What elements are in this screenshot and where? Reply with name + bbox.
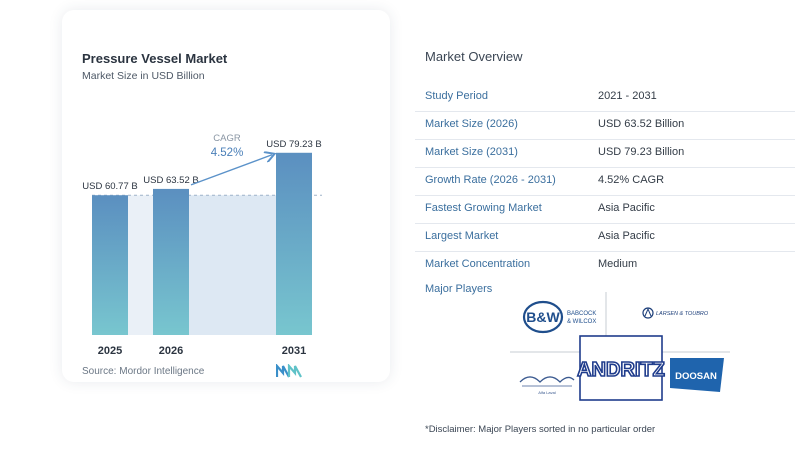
- bw-mark: B&W: [526, 309, 560, 325]
- overview-row: Market Concentration Medium: [415, 252, 795, 279]
- alfa-name: Alfa Laval: [538, 390, 556, 395]
- babcock-wilcox-logo: B&W BABCOCK & WILCOX: [522, 300, 596, 334]
- overview-row: Study Period 2021 - 2031: [415, 84, 795, 112]
- overview-value: 2021 - 2031: [598, 90, 657, 102]
- overview-label: Market Size (2031): [425, 146, 518, 158]
- doosan-logo: DOOSAN: [670, 358, 724, 392]
- x-tick-2031: 2031: [282, 345, 306, 357]
- cagr-arrow: [190, 155, 272, 186]
- value-label-2031: USD 79.23 B: [266, 139, 321, 150]
- bar-chart: USD 60.77 B 2025 USD 63.52 B 2026 USD 79.23 …: [82, 133, 322, 357]
- bar-2031: [276, 152, 312, 335]
- x-tick-2026: 2026: [159, 345, 183, 357]
- overview-label: Market Size (2026): [425, 118, 518, 130]
- larsen-toubro-logo: LARSEN & TOUBRO: [642, 307, 709, 319]
- overview-value: USD 63.52 Billion: [598, 118, 685, 130]
- mordor-intelligence-logo-icon: [276, 364, 302, 378]
- bw-name-1: BABCOCK: [567, 311, 596, 317]
- bw-name-2: & WILCOX: [567, 319, 596, 325]
- overview-label: Largest Market: [425, 230, 499, 242]
- overview-table: Study Period 2021 - 2031 Market Size (20…: [415, 84, 795, 279]
- andritz-name: ANDRITZ: [577, 359, 665, 381]
- overview-label: Market Concentration: [425, 258, 531, 270]
- overview-value: Asia Pacific: [598, 202, 655, 214]
- overview-value: Medium: [598, 258, 638, 270]
- chart-subtitle: Market Size in USD Billion: [82, 70, 205, 82]
- overview-label: Study Period: [425, 90, 488, 102]
- value-label-2026: USD 63.52 B: [143, 175, 198, 186]
- disclaimer: *Disclaimer: Major Players sorted in no …: [425, 424, 656, 435]
- overview-row: Largest Market Asia Pacific: [415, 224, 795, 252]
- bar-2025: [92, 195, 128, 335]
- lt-name: LARSEN & TOUBRO: [656, 311, 709, 317]
- overview-value: Asia Pacific: [598, 230, 655, 242]
- overview-title: Market Overview: [425, 49, 523, 64]
- andritz-logo: ANDRITZ: [576, 335, 666, 401]
- chart-source: Source: Mordor Intelligence: [82, 366, 205, 377]
- overview-panel: Market Overview Study Period 2021 - 2031…: [412, 0, 800, 459]
- overview-row: Market Size (2031) USD 79.23 Billion: [415, 140, 795, 168]
- overview-row: Growth Rate (2026 - 2031) 4.52% CAGR: [415, 168, 795, 196]
- chart-card: Pressure Vessel Market Market Size in US…: [62, 10, 390, 382]
- alfa-laval-logo: Alfa Laval: [519, 376, 575, 395]
- overview-row: Fastest Growing Market Asia Pacific: [415, 196, 795, 224]
- bar-2026: [153, 188, 189, 335]
- overview-label: Growth Rate (2026 - 2031): [425, 174, 556, 186]
- cagr-label: CAGR: [213, 133, 241, 144]
- doosan-name: DOOSAN: [675, 371, 717, 382]
- cagr-value: 4.52%: [211, 147, 244, 159]
- overview-value: USD 79.23 Billion: [598, 146, 685, 158]
- overview-label: Fastest Growing Market: [425, 202, 542, 214]
- major-players-logos: B&W BABCOCK & WILCOX LARSEN & TOUBRO Alf…: [510, 292, 730, 401]
- growth-shade: [128, 195, 153, 335]
- growth-shade: [189, 195, 276, 335]
- chart-title: Pressure Vessel Market: [82, 51, 228, 66]
- overview-value: 4.52% CAGR: [598, 174, 665, 186]
- overview-row: Market Size (2026) USD 63.52 Billion: [415, 112, 795, 140]
- x-tick-2025: 2025: [98, 345, 122, 357]
- value-label-2025: USD 60.77 B: [82, 181, 137, 192]
- major-players-title: Major Players: [425, 283, 493, 295]
